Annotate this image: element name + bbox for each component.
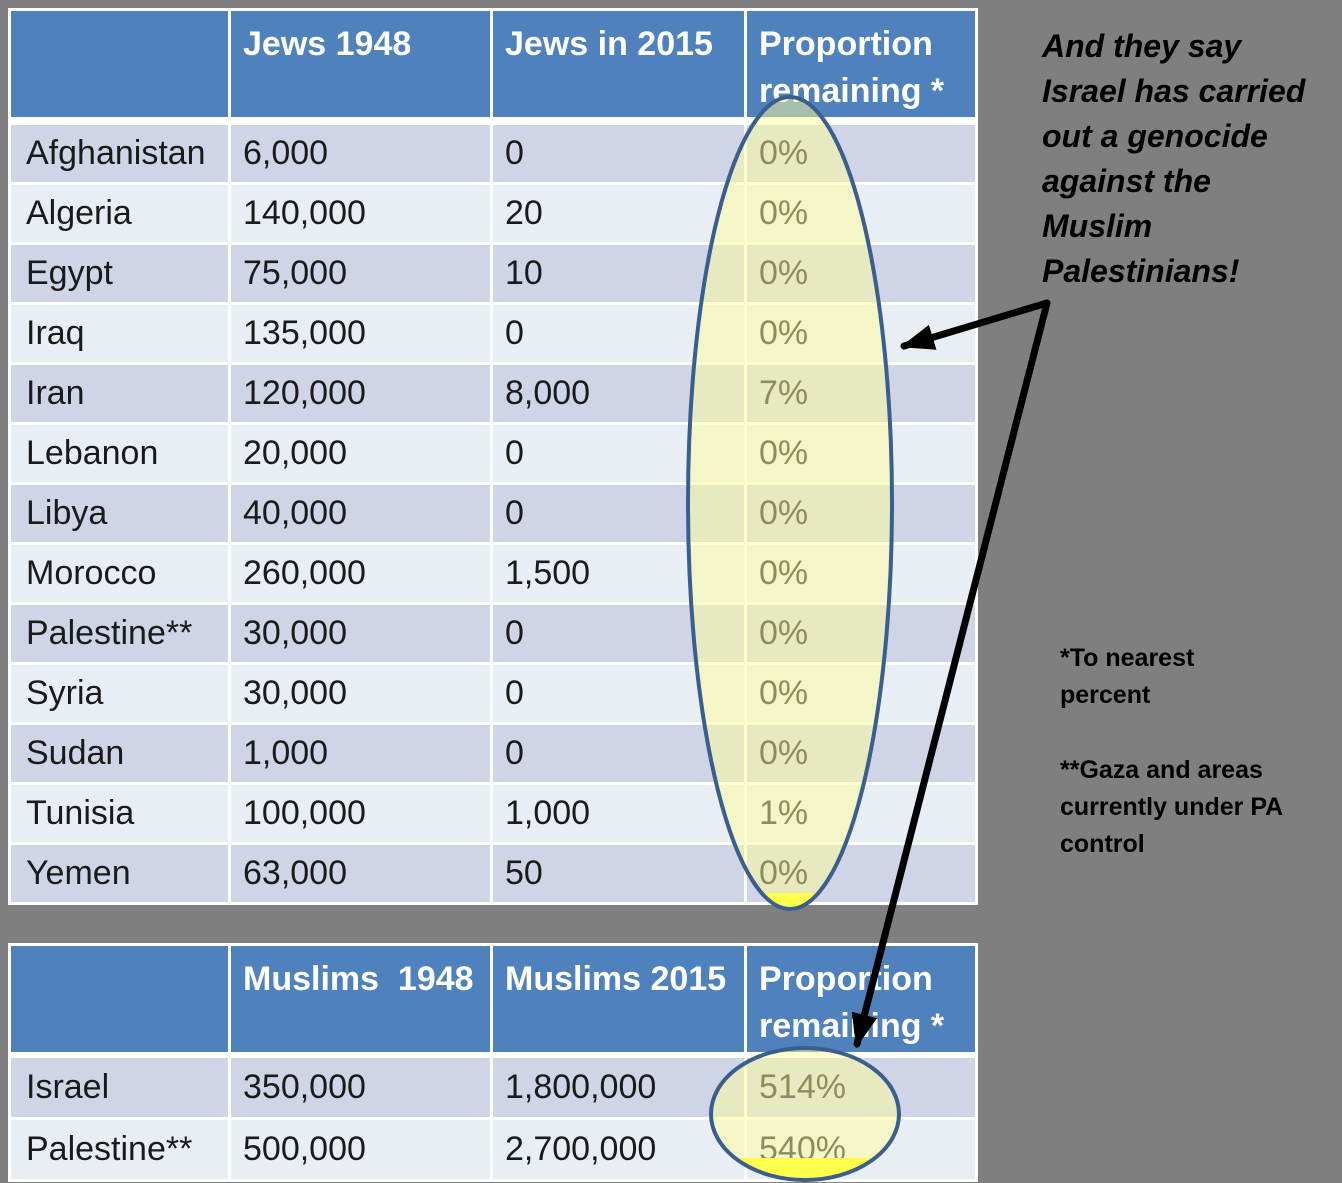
table-row: Yemen 63,000 50 0%: [8, 842, 978, 905]
country-cell: Palestine**: [8, 1117, 231, 1182]
table-row: Tunisia 100,000 1,000 1%: [8, 782, 978, 845]
proportion-cell: 540%: [744, 1117, 978, 1182]
proportion-cell: 0%: [744, 662, 978, 725]
proportion-cell: 0%: [744, 722, 978, 785]
value-1948-cell: 260,000: [228, 542, 493, 605]
value-1948-cell: 63,000: [228, 842, 493, 905]
value-1948-cell: 120,000: [228, 362, 493, 425]
proportion-cell: 0%: [744, 182, 978, 245]
value-2015-cell: 0: [490, 722, 747, 785]
table-row: Lebanon 20,000 0 0%: [8, 422, 978, 485]
muslims-1948-header: Muslims 1948: [228, 943, 493, 1058]
value-2015-cell: 50: [490, 842, 747, 905]
country-cell: Palestine**: [8, 602, 231, 665]
table-row: Iraq 135,000 0 0%: [8, 302, 978, 365]
value-2015-cell: 0: [490, 602, 747, 665]
table-row: Palestine** 500,000 2,700,000 540%: [8, 1117, 978, 1182]
country-cell: Yemen: [8, 842, 231, 905]
proportion-cell: 0%: [744, 242, 978, 305]
proportion-cell: 7%: [744, 362, 978, 425]
footnote-nearest-percent: *To nearest percent: [1060, 644, 1195, 709]
country-cell: Afghanistan: [8, 119, 231, 185]
value-1948-cell: 20,000: [228, 422, 493, 485]
jews-population-table: Jews 1948 Jews in 2015 Proportion remain…: [8, 8, 978, 905]
country-cell: Iran: [8, 362, 231, 425]
country-cell: Algeria: [8, 182, 231, 245]
value-2015-cell: 1,800,000: [490, 1053, 747, 1120]
value-2015-cell: 2,700,000: [490, 1117, 747, 1182]
value-1948-cell: 30,000: [228, 602, 493, 665]
value-2015-cell: 20: [490, 182, 747, 245]
muslims-2015-header: Muslims 2015: [490, 943, 747, 1058]
value-2015-cell: 0: [490, 662, 747, 725]
value-1948-cell: 135,000: [228, 302, 493, 365]
country-cell: Egypt: [8, 242, 231, 305]
value-1948-cell: 6,000: [228, 119, 493, 185]
value-1948-cell: 350,000: [228, 1053, 493, 1120]
country-cell: Syria: [8, 662, 231, 725]
country-cell: Tunisia: [8, 782, 231, 845]
proportion-cell: 514%: [744, 1053, 978, 1120]
value-1948-cell: 500,000: [228, 1117, 493, 1182]
header-row: Jews 1948 Jews in 2015 Proportion remain…: [8, 8, 978, 125]
table-row: Algeria 140,000 20 0%: [8, 182, 978, 245]
proportion-remaining-header: Proportion remaining *: [744, 943, 978, 1058]
value-2015-cell: 1,000: [490, 782, 747, 845]
table-row: Afghanistan 6,000 0 0%: [8, 119, 978, 185]
country-cell: Sudan: [8, 722, 231, 785]
proportion-cell: 0%: [744, 302, 978, 365]
proportion-remaining-header: Proportion remaining *: [744, 8, 978, 125]
corner-header-cell: [8, 8, 231, 125]
table-row: Morocco 260,000 1,500 0%: [8, 542, 978, 605]
country-cell: Iraq: [8, 302, 231, 365]
value-2015-cell: 0: [490, 302, 747, 365]
proportion-cell: 0%: [744, 422, 978, 485]
value-2015-cell: 0: [490, 119, 747, 185]
handwritten-annotation-text: And they say Israel has carried out a ge…: [1042, 28, 1306, 289]
value-2015-cell: 8,000: [490, 362, 747, 425]
proportion-cell: 0%: [744, 119, 978, 185]
country-cell: Morocco: [8, 542, 231, 605]
proportion-cell: 0%: [744, 482, 978, 545]
table-row: Palestine** 30,000 0 0%: [8, 602, 978, 665]
value-1948-cell: 30,000: [228, 662, 493, 725]
table-row: Iran 120,000 8,000 7%: [8, 362, 978, 425]
country-cell: Libya: [8, 482, 231, 545]
jews-1948-header: Jews 1948: [228, 8, 493, 125]
proportion-cell: 0%: [744, 602, 978, 665]
header-row: Muslims 1948 Muslims 2015 Proportion rem…: [8, 943, 978, 1058]
value-2015-cell: 0: [490, 482, 747, 545]
jews-2015-header: Jews in 2015: [490, 8, 747, 125]
proportion-cell: 0%: [744, 542, 978, 605]
value-1948-cell: 140,000: [228, 182, 493, 245]
table-row: Israel 350,000 1,800,000 514%: [8, 1053, 978, 1120]
value-2015-cell: 10: [490, 242, 747, 305]
table-row: Sudan 1,000 0 0%: [8, 722, 978, 785]
country-cell: Israel: [8, 1053, 231, 1120]
value-1948-cell: 40,000: [228, 482, 493, 545]
table-row: Libya 40,000 0 0%: [8, 482, 978, 545]
table-row: Syria 30,000 0 0%: [8, 662, 978, 725]
table-row: Egypt 75,000 10 0%: [8, 242, 978, 305]
value-1948-cell: 1,000: [228, 722, 493, 785]
value-2015-cell: 0: [490, 422, 747, 485]
corner-header-cell: [8, 943, 231, 1058]
country-cell: Lebanon: [8, 422, 231, 485]
value-1948-cell: 100,000: [228, 782, 493, 845]
muslims-population-table: Muslims 1948 Muslims 2015 Proportion rem…: [8, 943, 978, 1182]
value-2015-cell: 1,500: [490, 542, 747, 605]
value-1948-cell: 75,000: [228, 242, 493, 305]
proportion-cell: 0%: [744, 842, 978, 905]
footnote-gaza-pa-control: **Gaza and areas currently under PA cont…: [1060, 756, 1284, 858]
proportion-cell: 1%: [744, 782, 978, 845]
